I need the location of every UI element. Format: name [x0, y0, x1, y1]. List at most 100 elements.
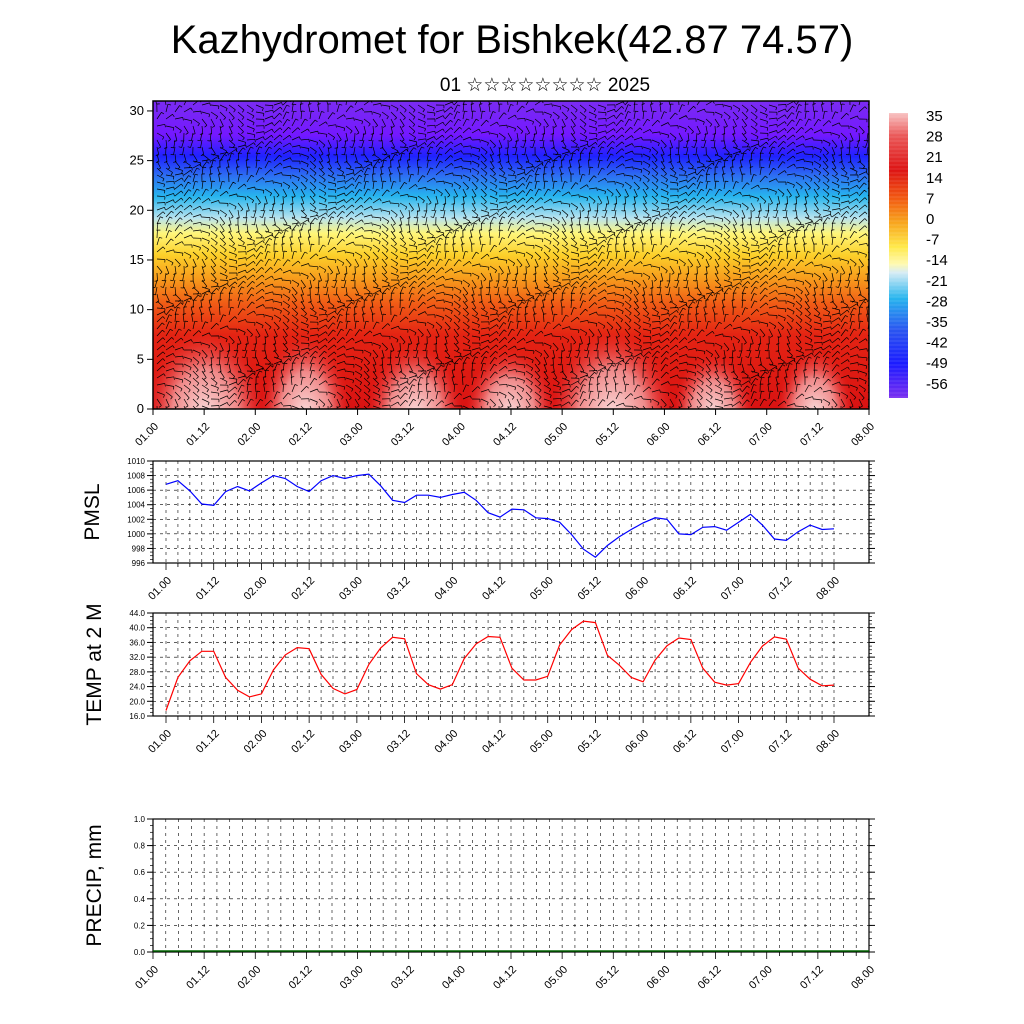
warm-cell [673, 348, 753, 409]
colorbar-label: 0 [926, 211, 934, 228]
warm-cell [153, 323, 265, 409]
x-tick-label: 03.00 [337, 728, 365, 756]
x-tick-label: 05.12 [593, 421, 621, 449]
warm-cell [550, 323, 674, 409]
y-tick-label: 1006 [127, 486, 145, 495]
x-tick-label: 01.12 [194, 575, 222, 603]
colorbar-label: 14 [926, 170, 943, 187]
x-tick-label: 08.00 [814, 575, 842, 603]
x-tick-label: 02.00 [235, 421, 263, 449]
x-tick-label: 04.00 [432, 728, 460, 756]
x-tick-label: 06.00 [623, 575, 651, 603]
x-tick-label: 08.00 [814, 728, 842, 756]
x-tick-label: 02.12 [287, 964, 315, 992]
y-tick-label: 0.6 [134, 868, 146, 877]
y-axis-label: PMSL [81, 483, 104, 540]
warm-cell [367, 338, 463, 409]
x-tick-label: 01.00 [133, 421, 161, 449]
x-tick-label: 01.12 [184, 421, 212, 449]
x-tick-label: 01.00 [146, 728, 174, 756]
warm-cell [260, 328, 350, 409]
x-tick-label: 04.12 [491, 964, 519, 992]
x-tick-label: 06.00 [623, 728, 651, 756]
x-tick-label: 03.12 [385, 728, 413, 756]
x-tick-label: 03.12 [385, 575, 413, 603]
y-tick-label: 30 [130, 103, 144, 118]
y-tick-label: 1004 [127, 501, 145, 510]
x-tick-label: 02.12 [289, 575, 317, 603]
page-subtitle: 01 ☆☆☆☆☆☆☆☆ 2025 [439, 75, 651, 96]
temp-panel: 44.0 40.0 36.0 32.0 28.0 24.0 20.0 16.001.00 01.… [83, 603, 875, 756]
x-tick-label: 06.12 [696, 964, 724, 992]
colorbar: 35 28 21 14 7 0 -7 -14 -21 -28 -35 -42 -49 -56 [889, 108, 948, 398]
x-tick-label: 03.00 [337, 575, 365, 603]
x-tick-label: 05.12 [576, 575, 604, 603]
y-tick-label: 24.0 [129, 683, 145, 692]
x-tick-label: 04.12 [480, 575, 508, 603]
x-tick-label: 08.00 [849, 964, 877, 992]
y-axis-label: PRECIP, mm [83, 824, 106, 946]
x-tick-label: 07.12 [798, 421, 826, 449]
x-tick-label: 03.00 [338, 421, 366, 449]
y-tick-label: 996 [132, 559, 146, 568]
y-axis-label: TEMP at 2 M [83, 603, 106, 725]
x-tick-label: 06.12 [671, 728, 699, 756]
y-tick-label: 0 [137, 401, 144, 416]
y-tick-label: 10 [130, 302, 144, 317]
colorbar-label: -7 [926, 232, 939, 249]
y-tick-label: 1.0 [134, 815, 146, 824]
x-tick-label: 02.00 [242, 728, 270, 756]
x-tick-label: 04.00 [440, 421, 468, 449]
plot-frame [152, 460, 870, 564]
x-tick-label: 02.00 [242, 575, 270, 603]
colorbar-label: -56 [926, 376, 948, 393]
y-tick-label: 998 [132, 544, 146, 553]
x-tick-label: 05.00 [542, 421, 570, 449]
y-tick-label: 20 [130, 202, 144, 217]
x-tick-label: 07.00 [719, 728, 747, 756]
x-tick-label: 06.12 [671, 575, 699, 603]
x-tick-label: 01.00 [133, 964, 161, 992]
x-tick-label: 04.00 [432, 575, 460, 603]
y-tick-label: 20.0 [129, 697, 145, 706]
y-tick-label: 0.2 [134, 921, 146, 930]
warm-cell [465, 343, 555, 409]
x-tick-label: 02.12 [287, 421, 315, 449]
x-tick-label: 03.12 [389, 421, 417, 449]
page-title: Kazhydromet for Bishkek(42.87 74.57) [170, 18, 854, 62]
x-tick-label: 06.00 [645, 964, 673, 992]
y-tick-label: 36.0 [129, 638, 145, 647]
x-tick-label: 08.00 [849, 421, 877, 449]
x-tick-label: 03.00 [338, 964, 366, 992]
x-tick-label: 01.12 [194, 728, 222, 756]
colorbar-label: -35 [926, 314, 948, 331]
x-tick-label: 07.12 [798, 964, 826, 992]
y-tick-label: 1008 [127, 472, 145, 481]
x-tick-label: 06.00 [645, 421, 673, 449]
y-tick-label: 0.4 [134, 895, 146, 904]
y-tick-label: 1000 [127, 530, 145, 539]
colorbar-label: 7 [926, 190, 934, 207]
y-tick-label: 32.0 [129, 653, 145, 662]
colorbar-gradient [889, 113, 908, 398]
x-tick-label: 05.12 [576, 728, 604, 756]
x-tick-label: 04.12 [491, 421, 519, 449]
y-tick-label: 15 [130, 252, 144, 267]
colorbar-label: -21 [926, 273, 948, 290]
x-tick-label: 01.12 [184, 964, 212, 992]
y-tick-label: 16.0 [129, 712, 145, 721]
y-tick-label: 28.0 [129, 668, 145, 677]
colorbar-label: -42 [926, 335, 948, 352]
y-tick-label: 0.8 [134, 842, 146, 851]
y-tick-label: 40.0 [129, 624, 145, 633]
x-tick-label: 05.00 [528, 575, 556, 603]
colorbar-label: -28 [926, 293, 948, 310]
x-tick-label: 07.00 [747, 964, 775, 992]
x-tick-label: 02.12 [289, 728, 317, 756]
colorbar-label: -49 [926, 355, 948, 372]
x-tick-label: 04.00 [440, 964, 468, 992]
y-tick-label: 25 [130, 153, 144, 168]
x-tick-label: 04.12 [480, 728, 508, 756]
